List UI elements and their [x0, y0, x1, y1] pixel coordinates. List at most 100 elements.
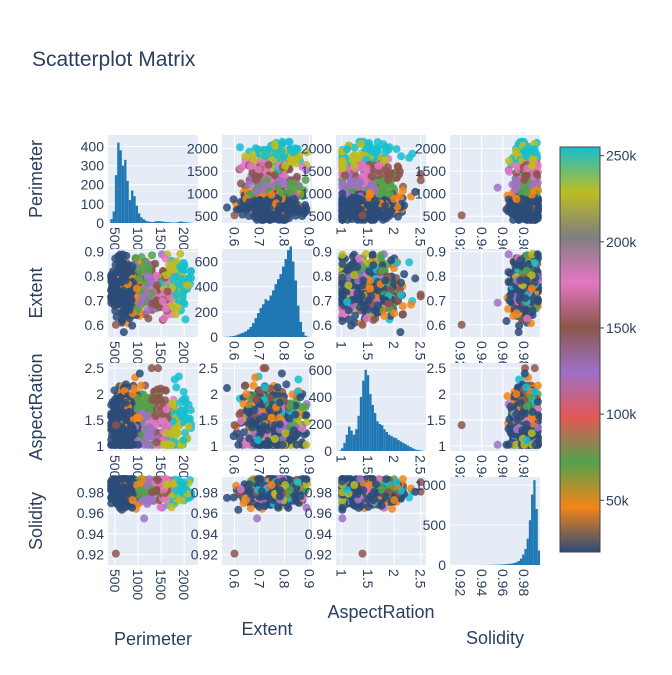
scatter-point: [375, 162, 383, 170]
scatter-point: [129, 263, 137, 271]
scatter-point: [372, 306, 380, 314]
scatter-point: [144, 314, 152, 322]
scatter-point: [364, 297, 372, 305]
tick-label: 0.9: [302, 341, 318, 361]
scatter-point: [180, 259, 188, 267]
tick-label: 1.5: [360, 341, 376, 361]
histogram-bar: [265, 299, 268, 337]
scatter-point: [237, 180, 245, 188]
scatter-point: [505, 297, 513, 305]
tick-label: 0.6: [313, 317, 333, 333]
scatter-point: [357, 140, 365, 148]
scatter-point: [112, 321, 120, 329]
scatter-point: [362, 250, 370, 258]
scatter-point: [187, 406, 195, 414]
scatter-point: [531, 145, 539, 153]
tick-label: 1500: [301, 163, 332, 179]
scatter-point: [145, 273, 153, 281]
histogram-bar: [305, 336, 308, 337]
scatter-point: [387, 208, 395, 216]
scatter-point: [534, 204, 542, 212]
scatter-point: [521, 294, 529, 302]
scatter-point: [254, 145, 262, 153]
tick-label: 300: [81, 158, 105, 174]
scatter-point: [364, 305, 372, 313]
tick-label: 2: [386, 227, 402, 235]
scatter-point: [148, 300, 156, 308]
scatter-point: [533, 170, 541, 178]
scatter-point: [179, 298, 187, 306]
tick-label: 0.7: [85, 292, 105, 308]
scatter-point: [338, 216, 346, 224]
scatter-point: [397, 291, 405, 299]
tick-label: 2.5: [85, 360, 105, 376]
scatter-point: [494, 299, 502, 307]
tick-label: 1000: [301, 186, 332, 202]
scatter-point: [390, 309, 398, 317]
tick-label: 400: [195, 279, 219, 295]
scatter-point: [351, 312, 359, 320]
scatter-point: [522, 152, 530, 160]
scatter-point: [377, 251, 385, 259]
tick-label: 0: [210, 329, 218, 345]
histogram-bar: [262, 304, 265, 337]
histogram-bar: [290, 246, 293, 337]
scatter-point: [528, 162, 536, 170]
scatter-point: [352, 294, 360, 302]
histogram-bar: [124, 160, 126, 223]
histogram-bar: [147, 221, 149, 223]
scatter-point: [368, 172, 376, 180]
scatter-point: [345, 204, 353, 212]
histogram-bar: [177, 222, 179, 223]
histogram-bar: [131, 190, 133, 223]
scatter-point: [177, 275, 185, 283]
tick-label: 0.9: [85, 243, 105, 259]
histogram-bar: [184, 222, 186, 223]
histogram-bar: [230, 336, 233, 337]
scatter-point: [502, 317, 510, 325]
scatter-point: [534, 251, 542, 259]
scatter-point: [520, 176, 528, 184]
scatter-point: [505, 168, 513, 176]
scatter-point: [531, 259, 539, 267]
scatter-point: [160, 315, 168, 323]
scatter-point: [291, 208, 299, 216]
histogram-bar: [287, 250, 290, 337]
scatter-point: [159, 297, 167, 305]
scatter-point: [356, 179, 364, 187]
scatter-point: [185, 423, 193, 431]
scatter-point: [352, 203, 360, 211]
scatter-point: [512, 195, 520, 203]
tick-label: 0.8: [313, 268, 333, 284]
tick-label: 2: [96, 386, 104, 402]
scatter-point: [163, 271, 171, 279]
scatter-point: [255, 165, 263, 173]
tick-label: 600: [195, 254, 219, 270]
scatter-point: [133, 285, 141, 293]
tick-label: 1: [333, 341, 349, 349]
scatter-point: [231, 211, 239, 219]
scatter-point: [162, 305, 170, 313]
scatter-point: [223, 204, 231, 212]
scatter-point: [417, 292, 425, 300]
scatter-point: [523, 214, 531, 222]
scatter-point: [135, 267, 143, 275]
tick-label: 500: [309, 208, 333, 224]
scatter-point: [161, 254, 169, 262]
scatter-point: [281, 162, 289, 170]
scatter-point: [384, 300, 392, 308]
scatter-point: [237, 164, 245, 172]
histogram-bar: [122, 166, 124, 223]
tick-label: 1: [96, 438, 104, 454]
scatter-point: [276, 202, 284, 210]
scatter-point: [138, 293, 146, 301]
tick-label: 2: [386, 341, 402, 349]
scatter-point: [378, 267, 386, 275]
scatter-point: [399, 302, 407, 310]
scatter-point: [513, 177, 521, 185]
histogram-bar: [152, 222, 154, 223]
scatter-point: [400, 270, 408, 278]
tick-label: 500: [107, 227, 123, 251]
histogram-bar: [136, 206, 138, 223]
